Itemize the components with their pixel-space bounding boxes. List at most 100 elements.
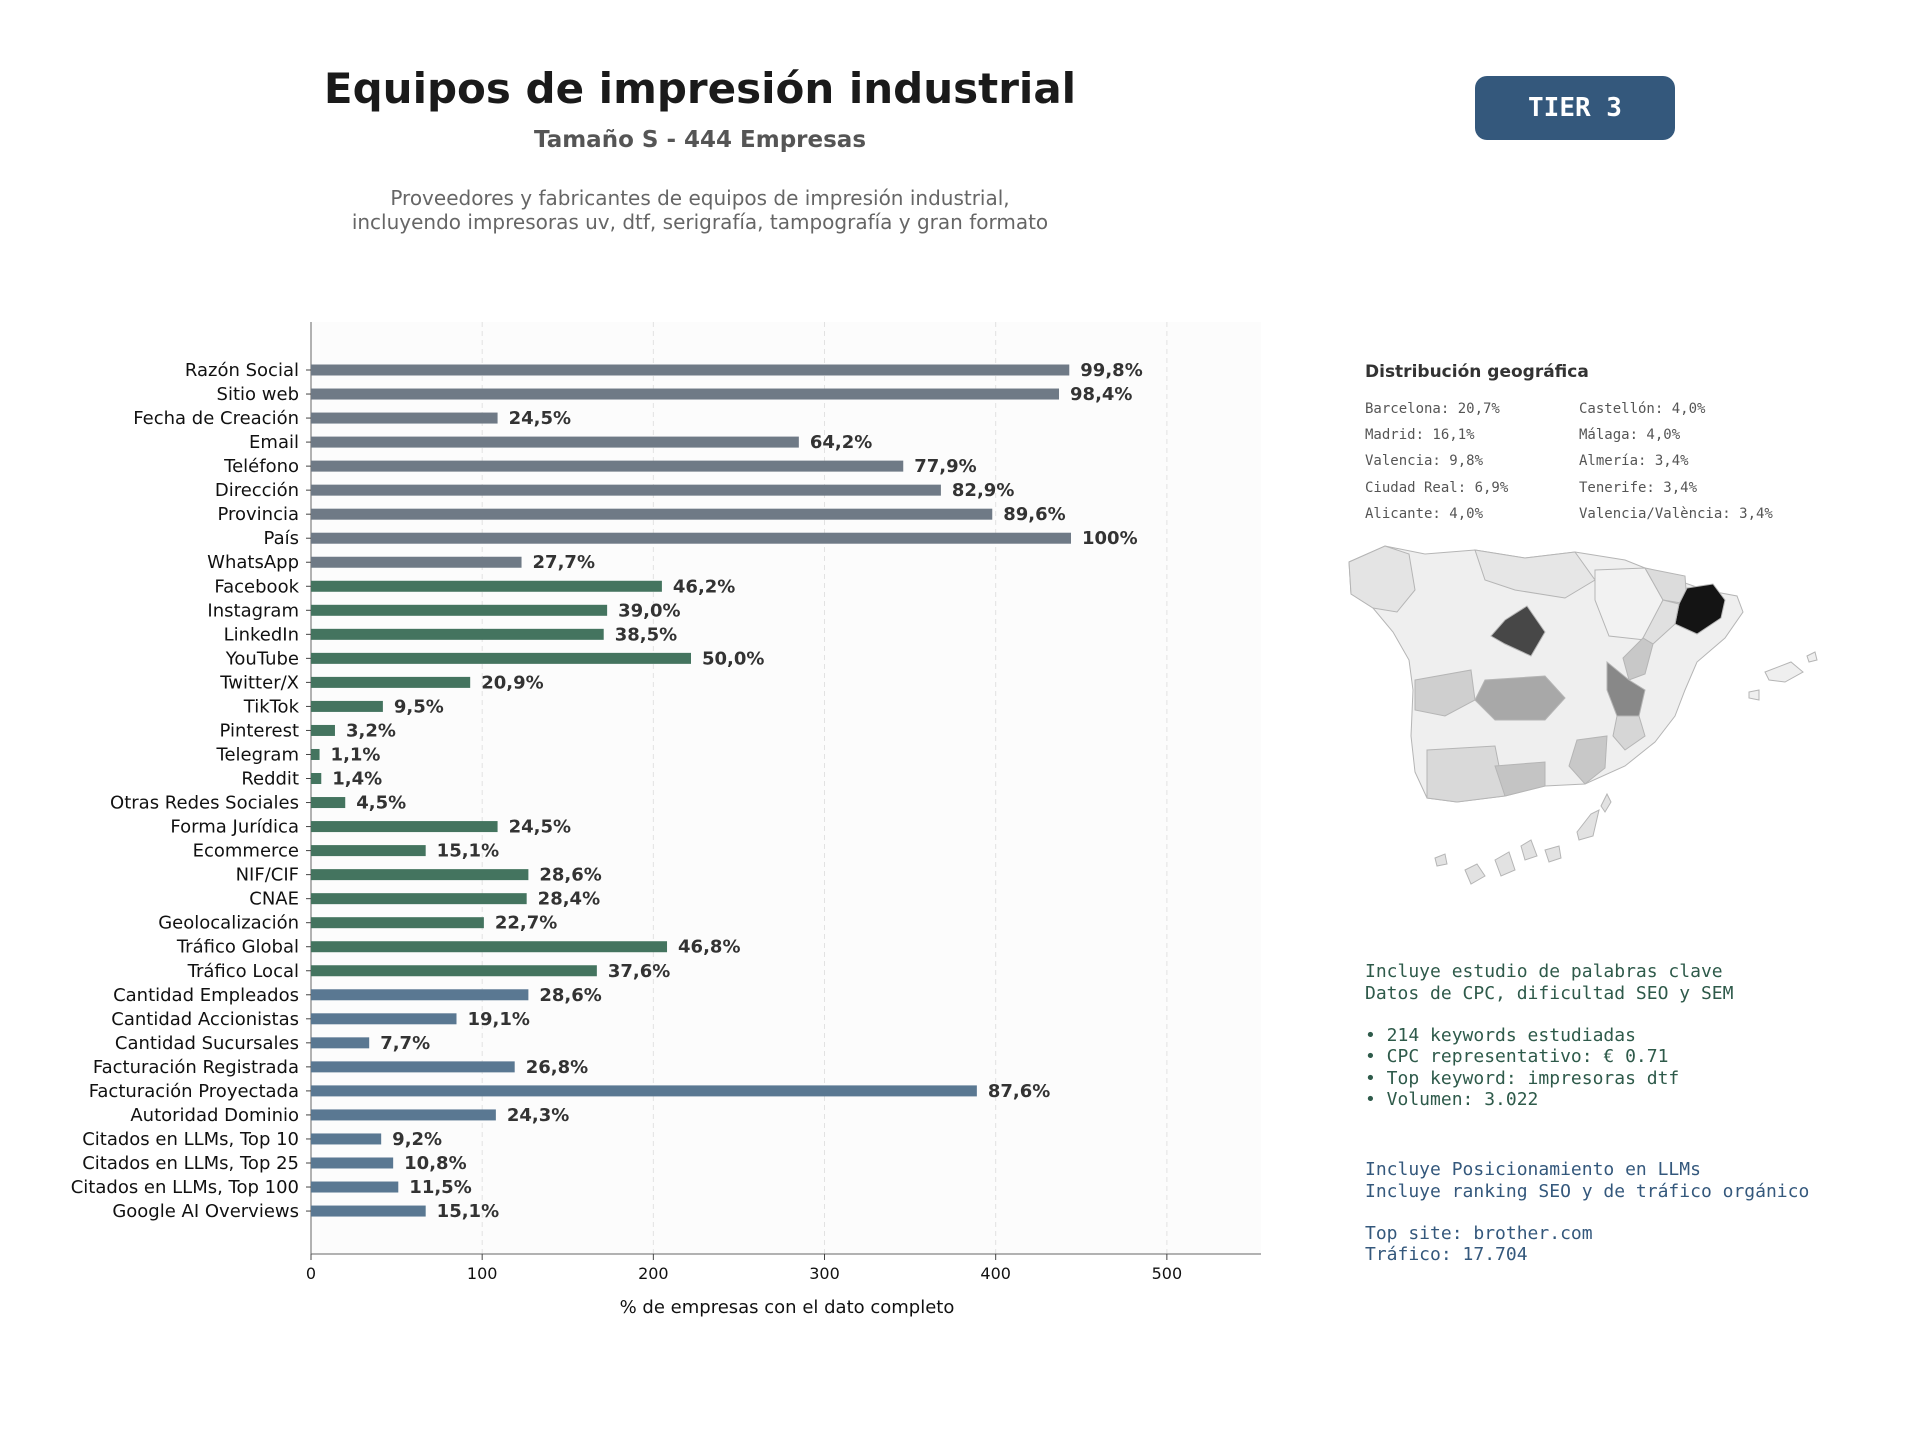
llm-line: Incluye Posicionamiento en LLMs [1365, 1159, 1701, 1180]
map-canarias [1434, 792, 1612, 885]
y-tick-label: Cantidad Sucursales [115, 1033, 299, 1054]
geo-item: Madrid: 16,1% [1365, 427, 1475, 443]
y-tick-label: Dirección [215, 480, 299, 501]
data-label: 22,7% [495, 913, 557, 934]
bar [311, 580, 662, 592]
y-tick-label: Twitter/X [219, 672, 299, 693]
data-label: 46,8% [678, 937, 740, 958]
tier-badge: TIER 3 [1475, 76, 1675, 140]
data-label: 27,7% [533, 552, 595, 573]
y-tick-label: Google AI Overviews [112, 1201, 299, 1222]
data-label: 28,6% [539, 865, 601, 886]
y-tick-label: Instagram [207, 600, 299, 621]
bar [311, 412, 498, 424]
y-tick-label: Cantidad Empleados [113, 985, 299, 1006]
map-tarragona [1642, 599, 1680, 645]
page-title: Equipos de impresión industrial [323, 64, 1077, 113]
y-tick-label: YouTube [225, 648, 299, 669]
data-label: 15,1% [437, 841, 499, 862]
geo-item: Málaga: 4,0% [1579, 427, 1681, 443]
data-label: 24,5% [509, 817, 571, 838]
geo-item: Valencia: 9,8% [1365, 453, 1484, 469]
y-tick-label: Autoridad Dominio [130, 1105, 299, 1126]
x-tick-label: 500 [1152, 1264, 1183, 1283]
data-label: 87,6% [988, 1081, 1050, 1102]
y-tick-label: Facebook [214, 576, 299, 597]
map-castellon [1622, 637, 1654, 681]
data-label: 24,5% [509, 408, 571, 429]
spain-map [1348, 545, 1818, 885]
description-line: Proveedores y fabricantes de equipos de … [390, 186, 1010, 210]
bar [311, 1133, 382, 1145]
x-tick-label: 400 [980, 1264, 1011, 1283]
page-subtitle: Tamaño S - 444 Empresas [533, 127, 867, 153]
llm-line: Incluye ranking SEO y de tráfico orgánic… [1365, 1181, 1810, 1202]
bar [311, 748, 320, 760]
geo-item: Ciudad Real: 6,9% [1365, 480, 1509, 496]
data-label: 46,2% [673, 576, 735, 597]
x-axis-label: % de empresas con el dato completo [620, 1297, 955, 1318]
y-tick-label: Ecommerce [193, 841, 299, 862]
data-label: 37,6% [608, 961, 670, 982]
seo-bullet: • CPC representativo: € 0.71 [1365, 1046, 1669, 1067]
data-label: 38,5% [615, 624, 677, 645]
seo-bullet: • Volumen: 3.022 [1365, 1089, 1539, 1110]
geo-item: Castellón: 4,0% [1579, 401, 1706, 417]
data-label: 99,8% [1080, 360, 1142, 381]
y-tick-label: Otras Redes Sociales [110, 793, 299, 814]
bar [311, 724, 335, 736]
map-madrid [1490, 605, 1546, 657]
x-tick-label: 0 [306, 1264, 316, 1283]
data-label: 24,3% [507, 1105, 569, 1126]
y-tick-label: Sitio web [217, 384, 299, 405]
map-ciudad-real [1474, 675, 1566, 721]
y-tick-label: NIF/CIF [236, 865, 299, 886]
x-tick-label: 100 [467, 1264, 498, 1283]
data-label: 20,9% [481, 672, 543, 693]
data-label: 39,0% [618, 600, 680, 621]
bar [311, 965, 597, 977]
map-alicante [1612, 715, 1646, 751]
bar [311, 556, 522, 568]
bar [311, 364, 1070, 376]
x-tick-label: 300 [809, 1264, 840, 1283]
top-site: Top site: brother.com [1365, 1223, 1593, 1244]
seo-line: Incluye estudio de palabras clave [1365, 961, 1723, 982]
bar [311, 1109, 496, 1121]
geo-title: Distribución geográfica [1365, 362, 1589, 382]
bar [311, 869, 529, 881]
bar [311, 821, 498, 833]
geo-item: Alicante: 4,0% [1365, 506, 1484, 522]
bar [311, 508, 993, 520]
bar [311, 773, 322, 785]
data-label: 82,9% [952, 480, 1014, 501]
map-almeria [1568, 735, 1608, 785]
y-tick-label: Cantidad Accionistas [111, 1009, 299, 1030]
bar [311, 436, 799, 448]
geo-item: Almería: 3,4% [1579, 453, 1689, 469]
bar [311, 460, 904, 472]
data-label: 77,9% [914, 456, 976, 477]
data-label: 3,2% [346, 720, 396, 741]
y-tick-label: Email [249, 432, 299, 453]
y-tick-label: Citados en LLMs, Top 25 [82, 1153, 299, 1174]
y-tick-label: País [264, 528, 299, 549]
data-label: 64,2% [810, 432, 872, 453]
description-line: incluyendo impresoras uv, dtf, serigrafí… [351, 210, 1049, 234]
y-tick-label: Teléfono [223, 456, 299, 477]
data-label: 28,6% [539, 985, 601, 1006]
data-label: 1,1% [331, 744, 381, 765]
data-label: 1,4% [332, 769, 382, 790]
bar [311, 652, 691, 664]
bar [311, 845, 426, 857]
y-tick-label: Facturación Registrada [93, 1057, 299, 1078]
bar-chart: 0 100 200 300 400 500 % de empresas con el dat… [71, 322, 1261, 1318]
y-tick-label: Pinterest [219, 720, 299, 741]
y-tick-label: Telegram [216, 744, 299, 765]
y-tick-label: Tráfico Global [176, 937, 299, 958]
map-andalucia-w [1426, 745, 1506, 803]
seo-bullet: • 214 keywords estudiadas [1365, 1025, 1636, 1046]
y-tick-label: Forma Jurídica [170, 817, 299, 838]
bar [311, 1037, 370, 1049]
map-extremadura [1414, 669, 1476, 717]
